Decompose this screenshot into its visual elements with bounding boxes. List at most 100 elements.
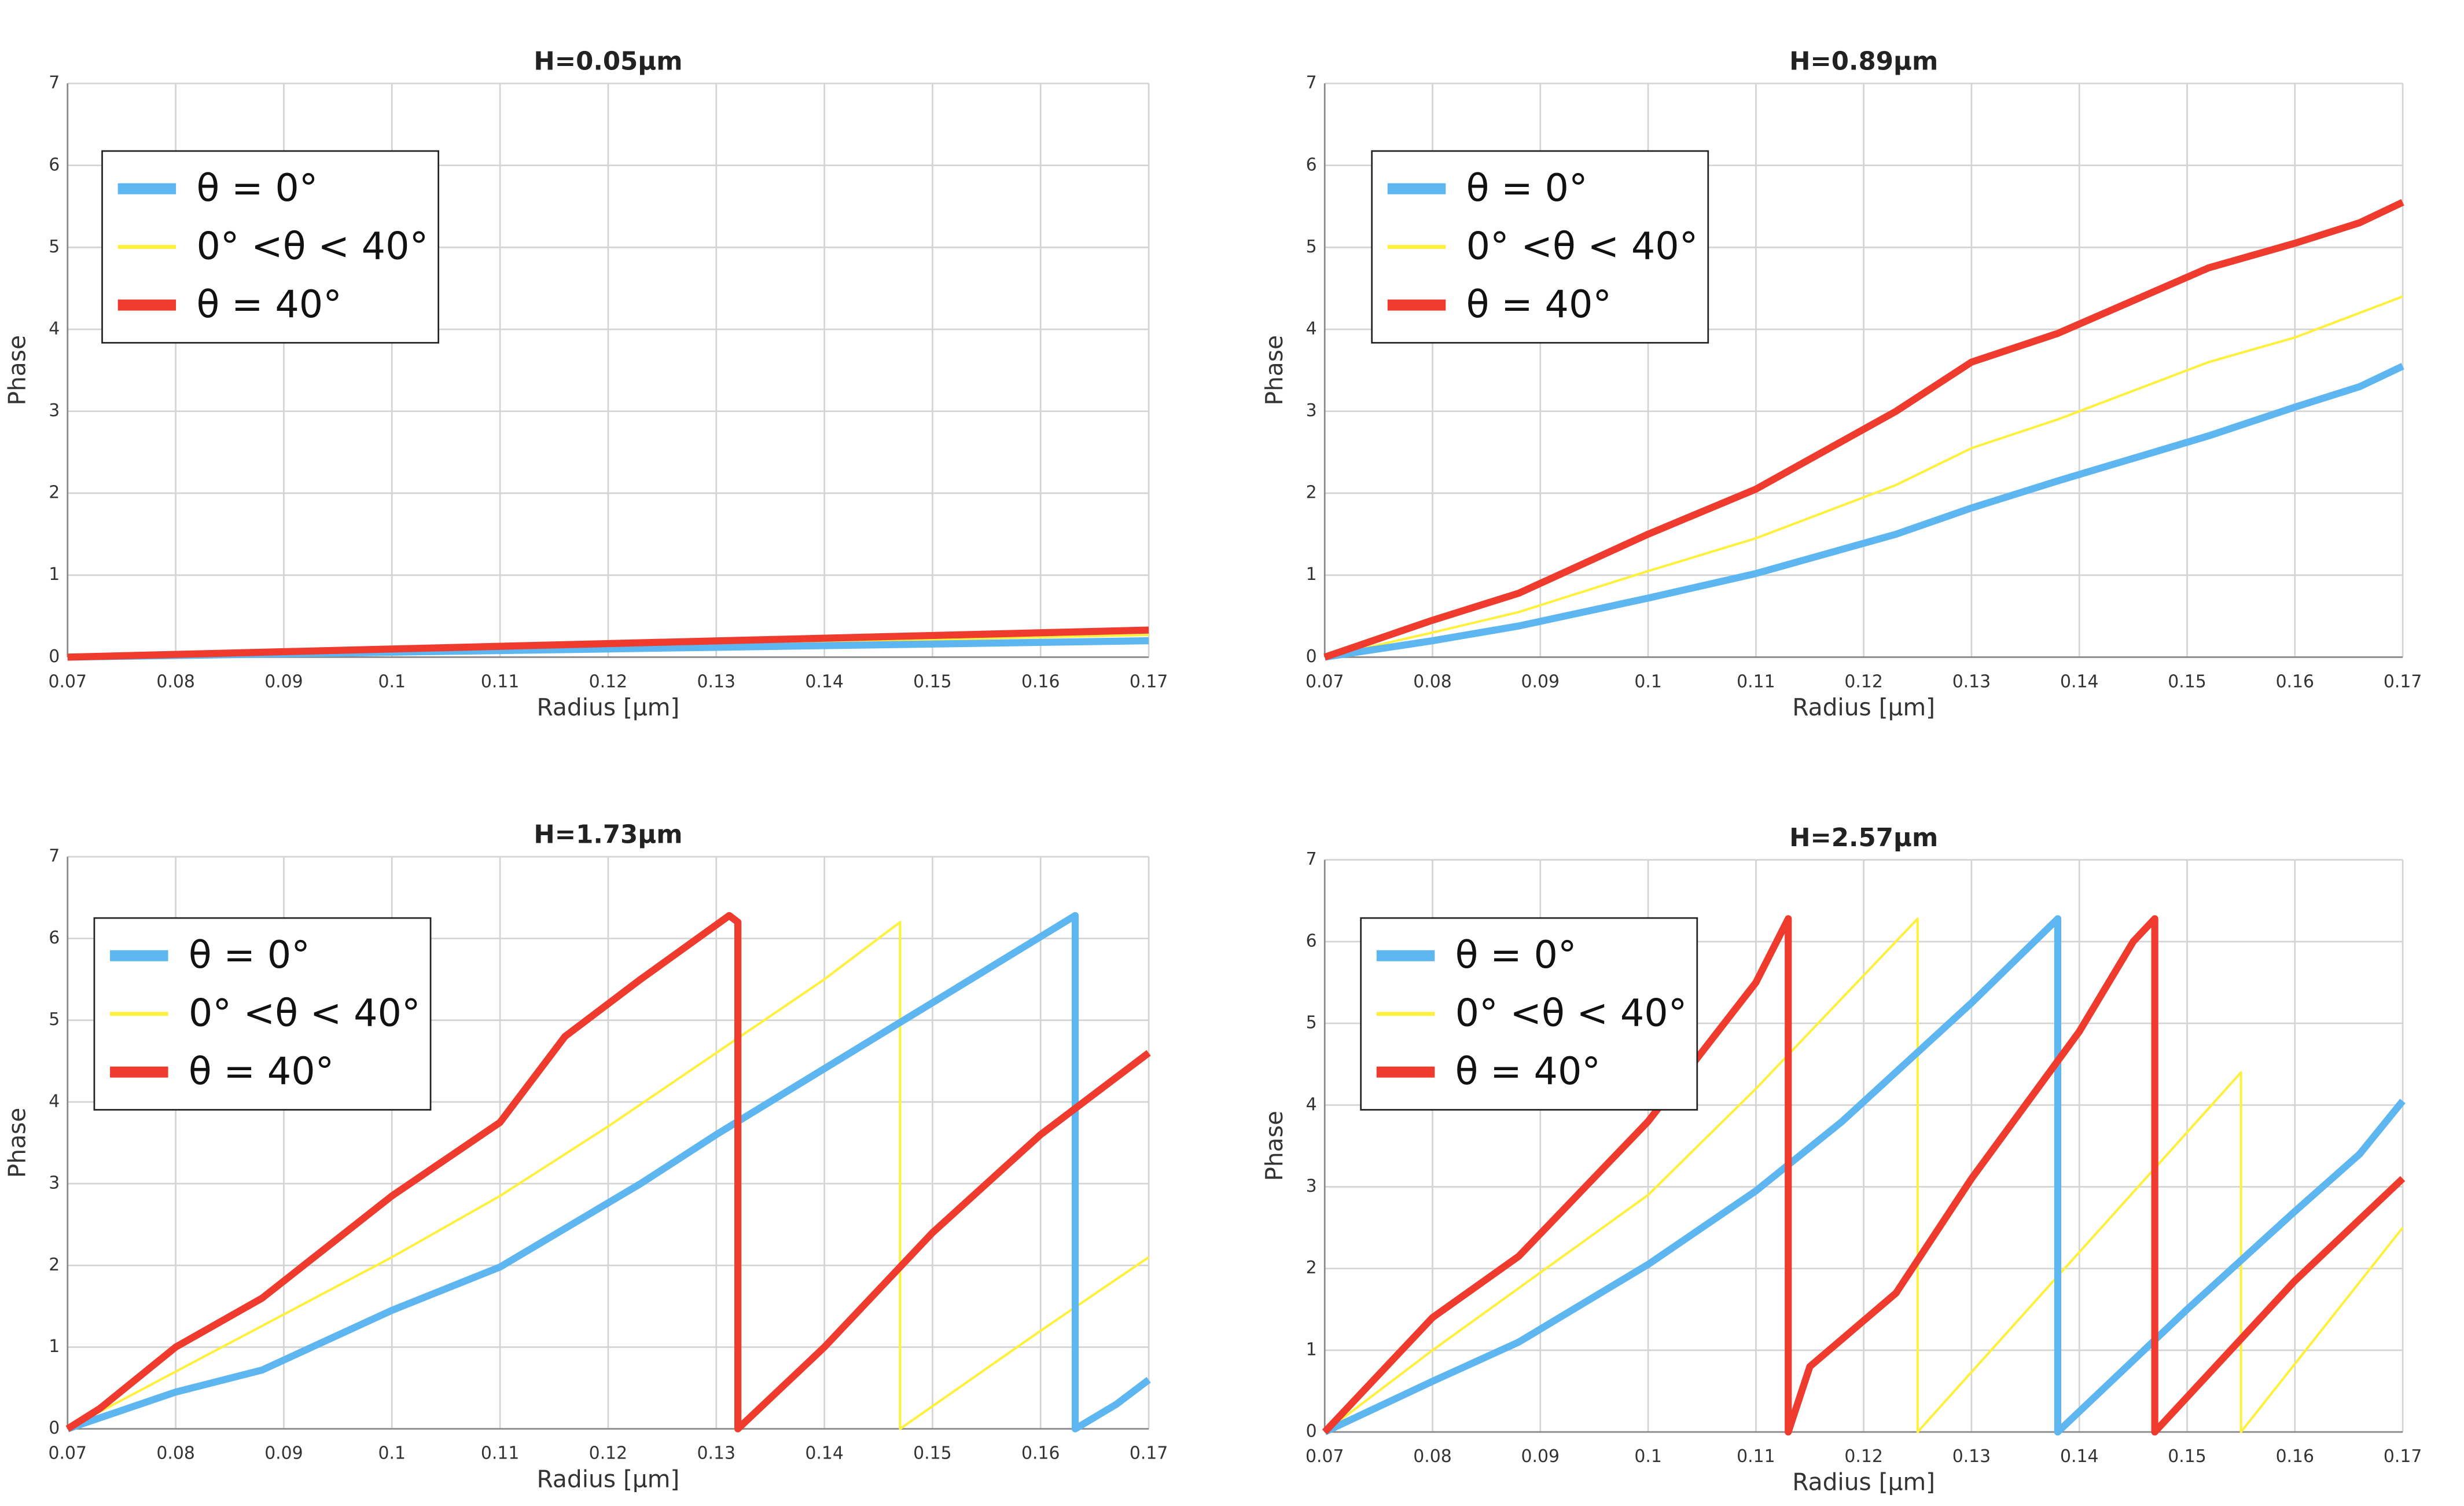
y-tick-label: 0 (1306, 647, 1317, 667)
x-tick-label: 0.1 (378, 671, 406, 692)
legend-label: 0° <θ < 40° (196, 225, 428, 268)
y-axis-label: Phase (3, 335, 31, 406)
x-axis-label: Radius [µm] (1792, 1468, 1935, 1496)
y-tick-label: 3 (49, 1173, 60, 1193)
series-line (1323, 199, 2404, 661)
x-tick-label: 0.16 (2276, 671, 2314, 692)
x-tick-label: 0.16 (1021, 1443, 1060, 1464)
x-tick-label: 0.09 (1521, 1446, 1560, 1467)
y-tick-label: 5 (49, 1009, 60, 1030)
x-tick-label: 0.11 (481, 671, 519, 692)
y-tick-label: 2 (49, 483, 60, 503)
legend: θ = 0° 0° <θ < 40° θ = 40° (1371, 150, 1709, 344)
chart-title: H=0.89µm (1789, 47, 1938, 76)
series-line (67, 921, 1150, 1430)
x-tick-label: 0.15 (913, 671, 951, 692)
x-tick-label: 0.09 (1521, 671, 1560, 692)
x-tick-label: 0.13 (697, 671, 735, 692)
y-axis-label: Phase (3, 1108, 31, 1178)
x-tick-label: 0.08 (156, 671, 194, 692)
y-tick-label: 1 (1306, 1339, 1317, 1360)
x-tick-label: 0.1 (1634, 1446, 1662, 1467)
y-tick-label: 4 (1306, 1094, 1317, 1115)
legend-label: θ = 0° (1466, 167, 1588, 210)
y-tick-label: 3 (1306, 1176, 1317, 1196)
x-tick-label: 0.12 (589, 1443, 627, 1464)
x-tick-label: 0.08 (1413, 671, 1451, 692)
legend: θ = 0° 0° <θ < 40° θ = 40° (93, 917, 432, 1111)
x-tick-label: 0.17 (1130, 671, 1168, 692)
series-line (66, 912, 1151, 1432)
series-line (67, 626, 1149, 661)
x-tick-label: 0.16 (2276, 1446, 2314, 1467)
x-tick-label: 0.13 (1952, 671, 1991, 692)
x-tick-label: 0.07 (1305, 1446, 1344, 1467)
x-tick-label: 0.17 (2384, 1446, 2422, 1467)
legend-label: θ = 40° (196, 283, 341, 326)
series-line (1324, 363, 2404, 661)
x-tick-label: 0.16 (1021, 671, 1060, 692)
y-tick-label: 2 (1306, 1258, 1317, 1278)
chart-title: H=2.57µm (1789, 824, 1938, 853)
x-tick-label: 0.17 (1130, 1443, 1168, 1464)
x-axis-label: Radius [µm] (1792, 693, 1935, 721)
y-tick-label: 1 (49, 1336, 60, 1357)
x-tick-label: 0.11 (1737, 1446, 1775, 1467)
legend-label: 0° <θ < 40° (1466, 225, 1698, 268)
y-tick-label: 6 (1306, 155, 1317, 175)
legend-label: θ = 40° (1466, 283, 1612, 326)
x-tick-label: 0.14 (805, 671, 843, 692)
series-line (1323, 917, 2404, 1434)
series-line (1323, 915, 2406, 1436)
y-tick-label: 3 (49, 401, 60, 421)
series-line (65, 912, 1151, 1432)
legend-label: θ = 0° (196, 167, 318, 210)
y-axis-label: Phase (1260, 335, 1288, 406)
y-tick-label: 6 (49, 155, 60, 175)
y-tick-label: 0 (1306, 1421, 1317, 1442)
x-tick-label: 0.07 (49, 1443, 87, 1464)
legend: θ = 0° 0° <θ < 40° θ = 40° (1360, 917, 1698, 1111)
chart-title: H=0.05µm (534, 47, 682, 76)
y-tick-label: 7 (1306, 849, 1317, 869)
x-tick-label: 0.11 (481, 1443, 519, 1464)
legend-label: 0° <θ < 40° (189, 992, 421, 1035)
x-tick-label: 0.13 (697, 1443, 735, 1464)
legend-label: θ = 0° (189, 934, 310, 977)
y-tick-label: 4 (49, 1091, 60, 1111)
y-tick-label: 4 (1306, 318, 1317, 339)
legend-label: θ = 0° (1455, 934, 1577, 977)
x-tick-label: 0.07 (49, 671, 87, 692)
x-tick-label: 0.07 (1305, 671, 1344, 692)
series-line (1322, 915, 2406, 1436)
legend-label: 0° <θ < 40° (1455, 992, 1687, 1035)
y-tick-label: 3 (1306, 401, 1317, 421)
x-tick-label: 0.17 (2384, 671, 2422, 692)
y-tick-label: 4 (49, 318, 60, 339)
x-tick-label: 0.11 (1737, 671, 1775, 692)
x-tick-label: 0.08 (1413, 1446, 1451, 1467)
x-tick-label: 0.14 (2060, 671, 2098, 692)
y-tick-label: 0 (49, 1418, 60, 1438)
y-tick-label: 6 (1306, 931, 1317, 951)
y-tick-label: 1 (49, 564, 60, 585)
x-tick-label: 0.13 (1952, 1446, 1991, 1467)
x-tick-label: 0.12 (1844, 671, 1882, 692)
x-tick-label: 0.09 (264, 671, 303, 692)
y-tick-label: 5 (49, 237, 60, 257)
x-axis-label: Radius [µm] (537, 693, 680, 721)
x-tick-label: 0.12 (1844, 1446, 1882, 1467)
x-tick-label: 0.08 (156, 1443, 194, 1464)
x-tick-label: 0.14 (805, 1443, 843, 1464)
x-tick-label: 0.15 (2168, 671, 2206, 692)
legend: θ = 0° 0° <θ < 40° θ = 40° (101, 150, 439, 344)
y-tick-label: 1 (1306, 564, 1317, 585)
legend-label: θ = 40° (1455, 1050, 1601, 1093)
x-tick-label: 0.09 (264, 1443, 303, 1464)
series-line (1324, 295, 2403, 659)
y-tick-label: 6 (49, 928, 60, 948)
y-tick-label: 5 (1306, 1013, 1317, 1033)
y-tick-label: 2 (1306, 483, 1317, 503)
x-tick-label: 0.1 (1634, 671, 1662, 692)
